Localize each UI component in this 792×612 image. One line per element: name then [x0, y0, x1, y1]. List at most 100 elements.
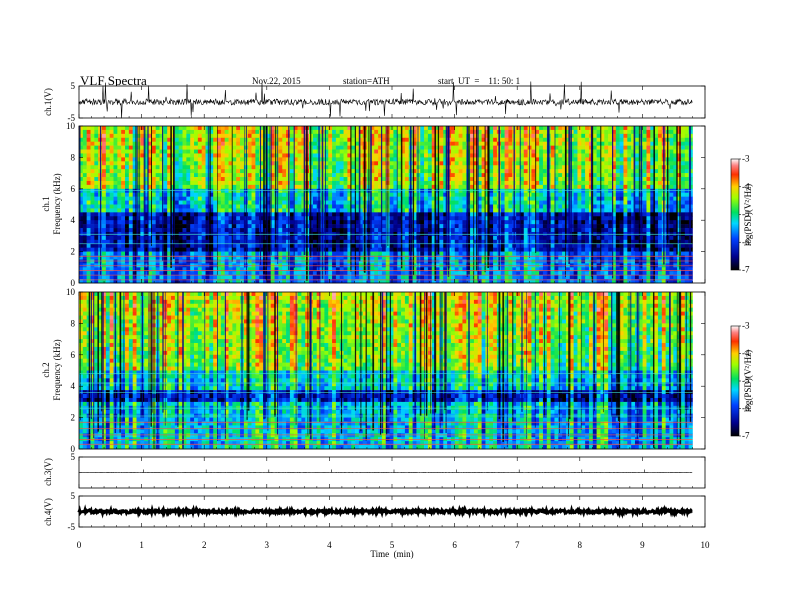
ch1-spectrogram-cell	[220, 165, 225, 170]
ch1-spectrogram-cell	[312, 161, 318, 166]
ch1-spectrogram-cell	[489, 188, 494, 194]
ch1-spectrogram-cell	[615, 208, 620, 213]
ch1-spectrogram-cell	[236, 161, 241, 166]
ch1-spectrogram-cell	[489, 184, 494, 190]
ch1-spectrogram-cell	[657, 153, 663, 158]
ch1-spectrogram-cell	[550, 129, 555, 135]
ch1-spectrogram-cell	[500, 216, 505, 221]
ch1-spectrogram-cell	[416, 200, 421, 205]
ch1-spectrogram-cell	[190, 126, 195, 131]
ch1-spectrogram-cell	[209, 224, 214, 229]
ch1-spectrogram-cell	[596, 239, 601, 245]
ch1-spectrogram-cell	[194, 204, 199, 209]
ch1-spectrogram-cell	[266, 165, 272, 170]
ch1-spectrogram-cell	[608, 192, 613, 197]
ch1-spectrogram-cell	[148, 149, 153, 154]
ch1-spectrogram-cell	[251, 153, 256, 158]
ch1-spectrogram-cell	[657, 169, 663, 174]
ch1-spectrogram-cell	[634, 149, 640, 154]
ch1-spectrogram-cell	[550, 126, 555, 131]
ch1-spectrogram-cell	[174, 129, 179, 135]
ch1-spectrogram-cell	[355, 243, 360, 248]
ch1-spectrogram-cell	[167, 157, 172, 162]
ch1-spectrogram-cell	[217, 169, 222, 174]
ch1-spectrogram-cell	[190, 133, 195, 139]
ch1-spectrogram-cell	[324, 126, 329, 131]
ch1-spectrogram-cell	[355, 169, 360, 174]
ch1-spectrogram-cell	[654, 212, 659, 217]
ch1-spectrogram-cell	[627, 149, 632, 154]
ch1-spectrogram-cell	[473, 220, 479, 225]
ch1-spectrogram-cell	[148, 145, 153, 150]
ch1-spectrogram-cell	[581, 133, 586, 139]
ch1-spectrogram-cell	[416, 157, 421, 162]
ch1-spectrogram-cell	[335, 129, 341, 135]
ch1-spectrogram-cell	[519, 161, 525, 166]
ch1-spectrogram-cell	[462, 129, 467, 135]
ch1-spectrogram-cell	[554, 165, 559, 170]
ch1-spectrogram-cell	[332, 177, 337, 182]
ch1-spectrogram-cell	[274, 200, 279, 205]
ch1-spectrogram-cell	[94, 141, 99, 146]
ch1-spectrogram-cell	[374, 192, 379, 197]
ch1-spectrogram-cell	[243, 184, 248, 190]
ch1-spectrogram-cell	[596, 157, 601, 162]
ch1-spectrogram-cell	[105, 126, 110, 131]
ch1-spectrogram-cell	[351, 235, 356, 241]
ch1-spectrogram-cell	[86, 192, 91, 197]
ch1-spectrogram-cell	[263, 141, 268, 146]
ch1-spectrogram-cell	[132, 129, 137, 135]
ch1-spectrogram-cell	[351, 224, 356, 229]
ch1-spectrogram-cell	[370, 228, 375, 233]
ch1-spectrogram-cell	[236, 165, 241, 170]
ch1-spectrogram-cell	[266, 235, 272, 241]
ch1-spectrogram-cell	[535, 243, 540, 248]
ch1-spectrogram-cell	[109, 235, 114, 241]
ch1-spectrogram-cell	[263, 149, 268, 154]
ch1-spectrogram-cell	[519, 177, 525, 182]
ch1-spectrogram-cell	[86, 141, 91, 146]
ch1-spectrogram-cell	[581, 137, 586, 142]
ch1-spectrogram-cell	[596, 212, 601, 217]
ch1-spectrogram-cell	[523, 145, 528, 150]
ch1-spectrogram-cell	[585, 200, 590, 205]
ch1-spectrogram-cell	[684, 157, 689, 162]
ch1-spectrogram-cell	[657, 177, 663, 182]
ch1-spectrogram-cell	[684, 137, 689, 142]
ch1-spectrogram-cell	[412, 224, 417, 229]
ch1-spectrogram-cell	[335, 169, 341, 174]
ch1-spectrogram-cell	[477, 180, 482, 186]
ch1-spectrogram-cell	[493, 196, 498, 201]
ch1-spectrogram-cell	[404, 173, 410, 178]
ch1-spectrogram-cell	[228, 239, 233, 245]
ch1-spectrogram-cell	[600, 208, 605, 213]
ch1-spectrogram-cell	[466, 161, 471, 166]
ch1-spectrogram-cell	[431, 137, 436, 142]
ch1-spectrogram-cell	[213, 177, 218, 182]
ch1-spectrogram-cell	[581, 184, 586, 190]
ch1-spectrogram-cell	[213, 157, 218, 162]
ch1-spectrogram-cell	[186, 188, 191, 194]
ch1-spectrogram-cell	[397, 188, 402, 194]
ch1-spectrogram-cell	[132, 161, 137, 166]
ch1-spectrogram-cell	[393, 153, 398, 158]
ch1-spectrogram-cell	[619, 173, 624, 178]
ch1-spectrogram-cell	[255, 216, 260, 221]
ch1-spectrogram-cell	[657, 137, 663, 142]
ch1-spectrogram-cell	[381, 188, 387, 194]
ch1-spectrogram-cell	[677, 208, 682, 213]
ch1-spectrogram-cell	[186, 208, 191, 213]
ch1-spectrogram-cell	[657, 184, 663, 190]
ch1-spectrogram-cell	[217, 137, 222, 142]
ch1-spectrogram-cell	[167, 173, 172, 178]
ch1-spectrogram-cell	[489, 145, 494, 150]
ch1-spectrogram-cell	[197, 200, 202, 205]
ch1-spectrogram-cell	[657, 228, 663, 233]
ch1-spectrogram-cell	[489, 161, 494, 166]
ch1-spectrogram-cell	[136, 212, 141, 217]
ch1-spectrogram-cell	[404, 169, 410, 174]
ch1-spectrogram-cell	[608, 173, 613, 178]
ch1-spectrogram-cell	[301, 208, 306, 213]
ch1-spectrogram-cell	[562, 192, 567, 197]
ch1-spectrogram-cell	[592, 208, 597, 213]
